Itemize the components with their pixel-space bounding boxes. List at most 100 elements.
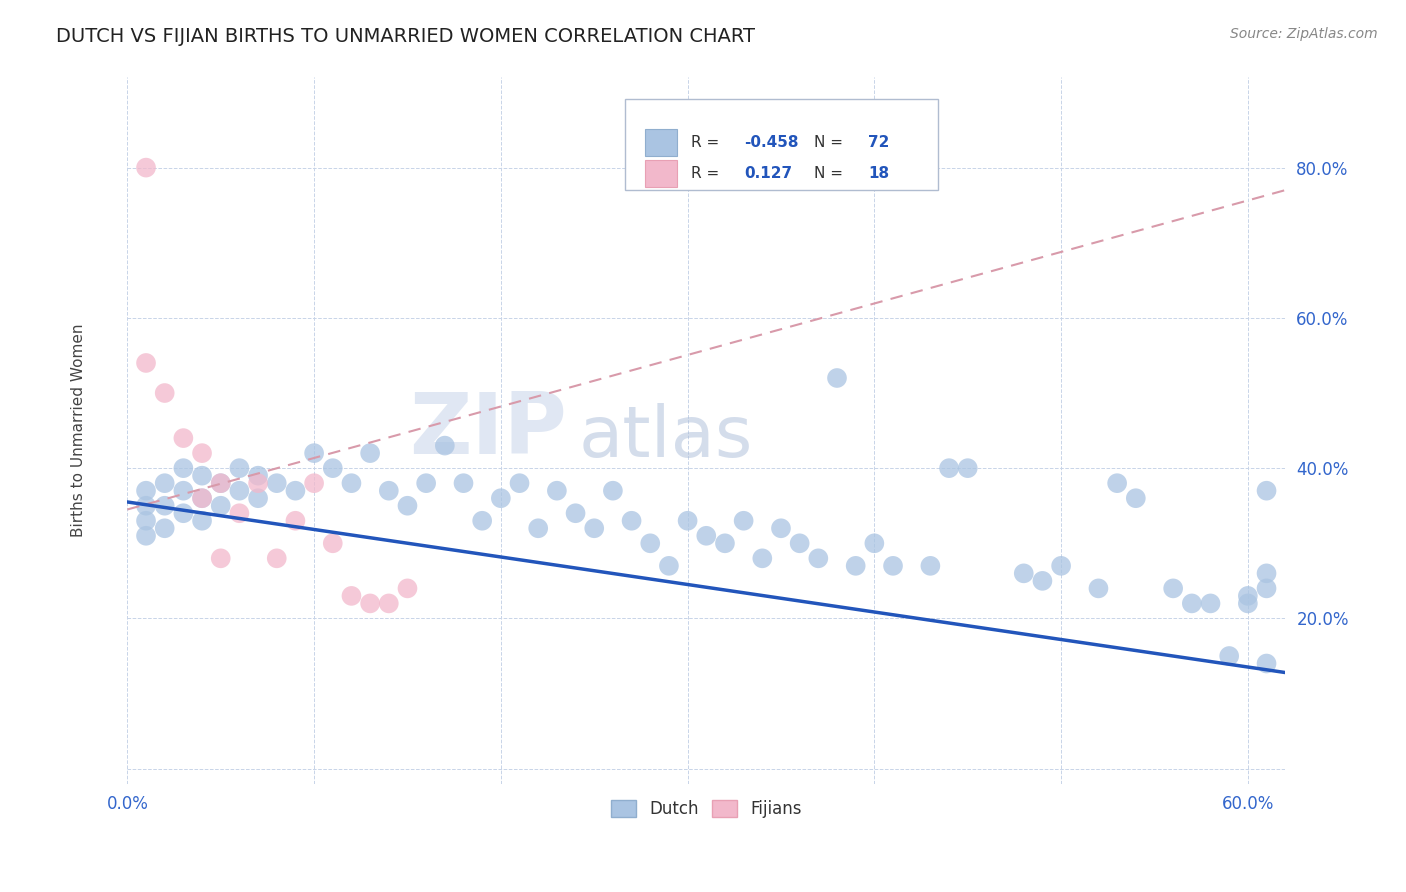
Text: N =: N =	[814, 135, 848, 150]
Point	[359, 446, 381, 460]
Point	[191, 514, 214, 528]
Point	[1237, 589, 1260, 603]
Point	[1237, 596, 1260, 610]
Point	[322, 536, 344, 550]
Point	[527, 521, 550, 535]
Point	[135, 356, 157, 370]
Point	[359, 596, 381, 610]
Point	[564, 506, 586, 520]
Point	[602, 483, 624, 498]
Text: atlas: atlas	[579, 403, 754, 472]
Point	[378, 596, 401, 610]
Point	[228, 461, 250, 475]
Point	[807, 551, 830, 566]
Point	[1181, 596, 1204, 610]
Point	[882, 558, 904, 573]
Point	[1218, 648, 1240, 663]
Point	[340, 476, 363, 491]
Point	[1256, 657, 1278, 671]
Point	[135, 514, 157, 528]
Point	[302, 476, 325, 491]
Point	[322, 461, 344, 475]
Point	[1087, 582, 1109, 596]
Y-axis label: Births to Unmarried Women: Births to Unmarried Women	[72, 324, 86, 537]
Point	[638, 536, 661, 550]
Point	[247, 476, 270, 491]
Point	[1256, 566, 1278, 581]
Point	[1161, 582, 1184, 596]
Point	[769, 521, 792, 535]
Text: R =: R =	[692, 166, 724, 181]
Point	[209, 551, 232, 566]
Text: DUTCH VS FIJIAN BIRTHS TO UNMARRIED WOMEN CORRELATION CHART: DUTCH VS FIJIAN BIRTHS TO UNMARRIED WOME…	[56, 27, 755, 45]
Text: R =: R =	[692, 135, 724, 150]
Point	[172, 483, 194, 498]
Point	[191, 468, 214, 483]
Point	[191, 446, 214, 460]
Point	[172, 461, 194, 475]
Point	[153, 499, 176, 513]
Point	[302, 446, 325, 460]
Point	[396, 499, 419, 513]
Point	[509, 476, 531, 491]
Text: -0.458: -0.458	[745, 135, 799, 150]
Point	[209, 476, 232, 491]
Point	[340, 589, 363, 603]
Point	[247, 468, 270, 483]
Point	[920, 558, 942, 573]
Point	[191, 491, 214, 506]
Point	[266, 476, 288, 491]
Point	[153, 386, 176, 401]
Text: N =: N =	[814, 166, 848, 181]
Point	[825, 371, 848, 385]
Point	[228, 483, 250, 498]
Point	[956, 461, 979, 475]
Point	[489, 491, 512, 506]
Point	[938, 461, 960, 475]
Point	[789, 536, 811, 550]
Point	[1031, 574, 1053, 588]
Legend: Dutch, Fijians: Dutch, Fijians	[605, 793, 808, 825]
Point	[172, 506, 194, 520]
Text: 0.127: 0.127	[745, 166, 793, 181]
FancyBboxPatch shape	[645, 129, 678, 156]
Point	[284, 514, 307, 528]
Point	[546, 483, 568, 498]
Point	[1256, 483, 1278, 498]
Text: 72: 72	[869, 135, 890, 150]
Point	[209, 476, 232, 491]
Point	[658, 558, 681, 573]
Point	[863, 536, 886, 550]
Point	[1125, 491, 1147, 506]
Point	[153, 521, 176, 535]
Text: 18: 18	[869, 166, 890, 181]
Point	[695, 529, 717, 543]
Point	[228, 506, 250, 520]
Point	[247, 491, 270, 506]
Point	[1199, 596, 1222, 610]
Point	[676, 514, 699, 528]
Point	[135, 161, 157, 175]
Point	[135, 483, 157, 498]
Point	[209, 499, 232, 513]
Point	[471, 514, 494, 528]
Text: ZIP: ZIP	[409, 389, 568, 472]
FancyBboxPatch shape	[645, 160, 678, 187]
Point	[378, 483, 401, 498]
Point	[284, 483, 307, 498]
Point	[453, 476, 475, 491]
Point	[1012, 566, 1035, 581]
Point	[135, 499, 157, 513]
Point	[135, 529, 157, 543]
Point	[396, 582, 419, 596]
Point	[1107, 476, 1129, 491]
Text: Source: ZipAtlas.com: Source: ZipAtlas.com	[1230, 27, 1378, 41]
Point	[583, 521, 606, 535]
Point	[845, 558, 868, 573]
FancyBboxPatch shape	[626, 99, 938, 191]
Point	[415, 476, 437, 491]
Point	[1050, 558, 1073, 573]
Point	[191, 491, 214, 506]
Point	[714, 536, 737, 550]
Point	[1256, 582, 1278, 596]
